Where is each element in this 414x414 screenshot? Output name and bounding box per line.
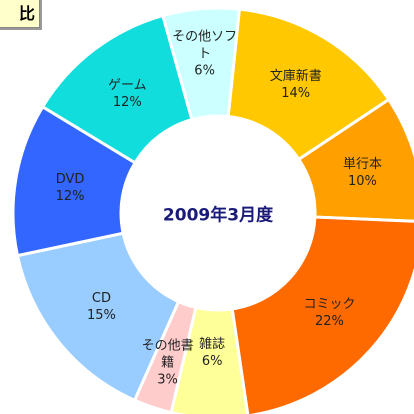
category-label: 雑誌	[199, 336, 226, 352]
value-label: 6%	[194, 63, 215, 79]
value-label: 10%	[348, 173, 377, 189]
category-label: その他ソフト	[172, 29, 238, 62]
slice-label: CD 15%	[61, 290, 141, 324]
value-label: 12%	[55, 188, 85, 204]
category-label: 文庫新書	[269, 68, 322, 84]
slice-label: コミック 22%	[289, 296, 369, 330]
value-label: 3%	[157, 372, 178, 388]
value-label: 22%	[315, 314, 344, 330]
category-label: 単行本	[342, 156, 382, 172]
category-label: ゲーム	[107, 77, 147, 93]
slice-label: その他ソフト 6%	[169, 28, 241, 79]
slice-label: その他書籍 3%	[140, 337, 196, 388]
slice-label: ゲーム 12%	[87, 77, 167, 111]
center-label: 2009年3月度	[162, 205, 274, 226]
value-label: 12%	[112, 94, 142, 110]
donut-slice	[230, 215, 414, 414]
category-label: コミック	[303, 297, 356, 313]
donut-slice	[161, 6, 242, 122]
slice-label: 文庫新書 14%	[256, 68, 336, 102]
category-label: その他書籍	[141, 338, 194, 371]
value-label: 14%	[281, 85, 311, 101]
slice-label: DVD 12%	[30, 171, 110, 205]
chart-title: 比	[0, 0, 40, 28]
category-label: DVD	[55, 171, 85, 187]
donut-slice	[15, 231, 181, 403]
category-label: CD	[91, 291, 111, 307]
value-label: 15%	[86, 308, 116, 324]
value-label: 6%	[201, 353, 223, 369]
donut-slice	[296, 97, 414, 223]
donut-slice	[226, 7, 391, 162]
slice-label: 雑誌 6%	[182, 336, 242, 370]
slice-label: 単行本 10%	[322, 156, 402, 190]
